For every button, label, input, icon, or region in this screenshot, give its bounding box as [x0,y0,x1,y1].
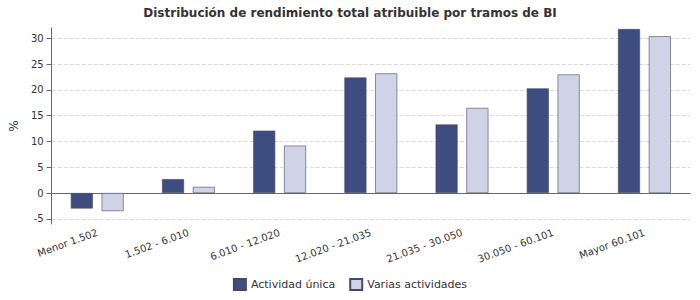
svg-text:Mayor 60.101: Mayor 60.101 [578,227,647,261]
svg-text:21.035 - 30.050: 21.035 - 30.050 [385,227,464,265]
svg-text:30: 30 [31,33,44,44]
svg-text:1.502 - 6.010: 1.502 - 6.010 [123,227,190,260]
svg-text:Distribución de rendimiento to: Distribución de rendimiento total atribu… [143,6,556,20]
svg-text:-5: -5 [34,213,44,224]
svg-text:30.050 - 60.101: 30.050 - 60.101 [476,227,555,265]
svg-text:20: 20 [31,84,44,95]
svg-text:15: 15 [31,110,44,121]
svg-text:Actividad única: Actividad única [251,278,335,291]
svg-text:10: 10 [31,136,44,147]
svg-text:0: 0 [37,188,43,199]
svg-text:5: 5 [37,162,43,173]
svg-text:25: 25 [31,59,44,70]
svg-text:12.020 - 21.035: 12.020 - 21.035 [294,227,373,265]
svg-text:Menor 1.502: Menor 1.502 [36,227,99,259]
svg-text:Varias actividades: Varias actividades [367,278,467,291]
svg-text:6.010 - 12.020: 6.010 - 12.020 [209,227,282,262]
svg-text:%: % [7,120,21,131]
